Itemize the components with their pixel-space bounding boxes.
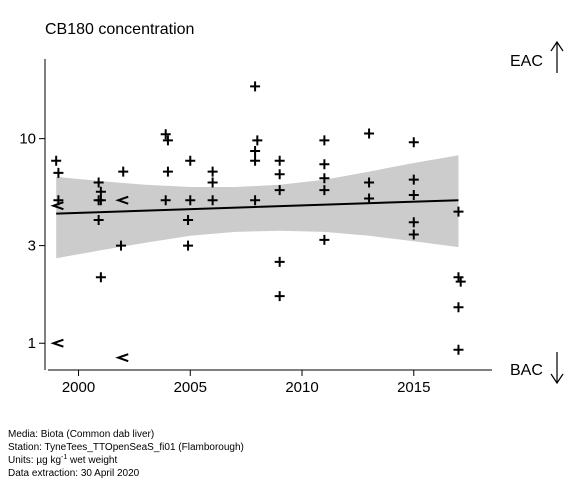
data-point (408, 190, 419, 201)
data-point (250, 155, 261, 166)
data-point (250, 81, 261, 92)
data-point (250, 146, 261, 157)
footer-units-prefix: Units: µg kg (8, 455, 61, 466)
x-ticks: 2000 2005 2010 2015 (62, 370, 430, 396)
eac-marker: EAC (510, 40, 564, 73)
data-point (183, 240, 194, 251)
data-point (53, 167, 64, 178)
footer-extraction: Data extraction: 30 April 2020 (8, 468, 140, 479)
data-point (453, 206, 464, 217)
data-point (274, 291, 285, 302)
data-point (364, 128, 375, 139)
footer-media: Media: Biota (Common dab liver) (8, 429, 154, 440)
data-point (115, 240, 126, 251)
data-point (453, 272, 464, 283)
y-tick-label: 10 (19, 131, 36, 148)
data-point (319, 173, 330, 184)
data-point (250, 195, 261, 206)
trend-line (56, 199, 459, 215)
data-point (118, 166, 129, 177)
x-tick-label: 2005 (174, 379, 207, 396)
data-point (453, 302, 464, 313)
bac-marker: BAC (510, 352, 564, 385)
footer-units-sup: -1 (61, 454, 67, 461)
data-point (274, 256, 285, 267)
y-tick-label: 3 (28, 238, 36, 255)
x-tick-label: 2000 (62, 379, 95, 396)
eac-label: EAC (510, 53, 543, 70)
bac-label: BAC (510, 362, 543, 379)
data-point (95, 272, 106, 283)
data-point (319, 185, 330, 196)
x-tick-label: 2015 (397, 379, 430, 396)
arrow-up-icon (550, 40, 564, 73)
less-than-point (50, 338, 64, 348)
data-point (453, 344, 464, 355)
x-tick-label: 2010 (285, 379, 318, 396)
y-tick-label: 1 (28, 335, 36, 352)
data-point (408, 174, 419, 185)
data-point (319, 135, 330, 146)
footer-units: Units: µg kg-1 wet weight (8, 454, 117, 466)
data-point (364, 177, 375, 188)
data-point (160, 129, 171, 140)
less-than-point (50, 201, 64, 211)
data-point (207, 166, 218, 177)
data-point (274, 185, 285, 196)
data-point (51, 155, 62, 166)
data-points (50, 81, 466, 363)
arrow-down-icon (550, 352, 564, 385)
data-point (162, 166, 173, 177)
data-point (162, 135, 173, 146)
data-point (185, 155, 196, 166)
data-point (207, 195, 218, 206)
data-point (274, 169, 285, 180)
data-point (207, 177, 218, 188)
data-point (183, 215, 194, 226)
footer-units-suffix: wet weight (67, 455, 117, 466)
data-point (160, 195, 171, 206)
data-point (455, 276, 466, 287)
less-than-point (115, 353, 129, 363)
chart-title: CB180 concentration (45, 21, 194, 38)
y-ticks: 1 3 10 (19, 131, 45, 352)
data-point (319, 234, 330, 245)
data-point (274, 155, 285, 166)
data-point (319, 159, 330, 170)
data-point (185, 195, 196, 206)
less-than-point (115, 195, 129, 205)
data-point (408, 217, 419, 228)
data-point (408, 137, 419, 148)
data-point (408, 229, 419, 240)
data-point (95, 195, 106, 206)
footer-station: Station: TyneTees_TTOpenSeaS_fi01 (Flamb… (8, 442, 244, 453)
data-point (252, 135, 263, 146)
data-point (93, 177, 104, 188)
data-point (95, 186, 106, 197)
data-point (364, 193, 375, 204)
data-point (93, 215, 104, 226)
